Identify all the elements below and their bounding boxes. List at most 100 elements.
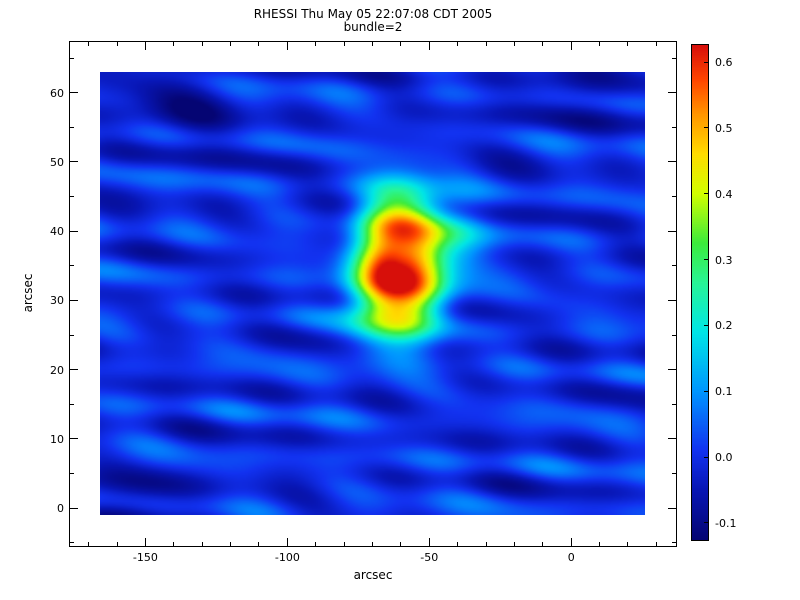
x-minor-tick-top xyxy=(116,42,118,46)
x-major-tick xyxy=(144,538,146,546)
x-tick-label: -150 xyxy=(132,551,158,564)
x-major-tick-top xyxy=(570,42,572,50)
y-major-tick-right xyxy=(668,230,676,232)
x-major-tick-top xyxy=(286,42,288,50)
x-minor-tick xyxy=(542,542,544,546)
y-tick-label: 10 xyxy=(50,432,64,446)
x-minor-tick xyxy=(485,542,487,546)
x-minor-tick xyxy=(457,542,459,546)
x-minor-tick xyxy=(627,542,629,546)
x-minor-tick-top xyxy=(372,42,373,46)
y-major-tick xyxy=(70,438,78,440)
y-major-tick xyxy=(70,507,78,509)
x-major-tick xyxy=(570,538,572,546)
colorbar-tick xyxy=(704,127,708,129)
colorbar-tick xyxy=(704,61,708,63)
colorbar-tick xyxy=(704,456,708,458)
x-minor-tick xyxy=(513,542,515,546)
x-minor-tick xyxy=(230,542,232,546)
plot-title: RHESSI Thu May 05 22:07:08 CDT 2005 xyxy=(253,7,493,21)
colorbar-tick-label: 0.1 xyxy=(715,385,733,399)
heatmap-image xyxy=(100,72,645,515)
x-major-tick xyxy=(286,538,288,546)
y-minor-tick-right xyxy=(672,542,676,544)
y-minor-tick xyxy=(70,472,74,474)
x-minor-tick xyxy=(343,542,345,546)
y-tick-label: 50 xyxy=(50,155,64,169)
x-minor-tick xyxy=(655,542,657,546)
x-minor-tick-top xyxy=(655,42,657,46)
y-minor-tick-right xyxy=(672,472,676,474)
y-major-tick xyxy=(70,299,78,301)
x-minor-tick xyxy=(201,542,203,546)
x-tick-label: 0 xyxy=(567,551,575,564)
y-minor-tick xyxy=(70,196,74,198)
x-minor-tick-top xyxy=(173,42,175,46)
x-major-tick-top xyxy=(428,42,430,50)
y-tick-label: 30 xyxy=(50,294,64,308)
colorbar-tick xyxy=(704,522,708,524)
y-minor-tick xyxy=(70,126,74,128)
y-major-tick xyxy=(70,369,78,371)
x-minor-tick xyxy=(258,542,260,546)
x-minor-tick xyxy=(173,542,175,546)
y-minor-tick-right xyxy=(672,334,676,336)
y-minor-tick-right xyxy=(672,196,676,198)
x-minor-tick-top xyxy=(315,42,317,46)
y-tick-label: 20 xyxy=(50,363,64,377)
y-minor-tick xyxy=(70,265,74,267)
x-major-tick-top xyxy=(144,42,146,50)
x-axis-label: arcsec xyxy=(353,568,393,582)
colorbar-tick-label: 0.5 xyxy=(715,121,733,135)
x-tick-label: -100 xyxy=(274,551,300,564)
y-major-tick xyxy=(70,161,78,163)
x-minor-tick xyxy=(400,542,402,546)
y-minor-tick-right xyxy=(672,126,676,128)
colorbar-tick-label: 0.6 xyxy=(715,56,733,70)
colorbar-tick-label: 0.2 xyxy=(715,319,733,333)
x-minor-tick-top xyxy=(457,42,459,46)
colorbar-tick xyxy=(704,390,708,392)
y-major-tick xyxy=(70,230,78,232)
y-minor-tick xyxy=(70,57,74,59)
x-minor-tick xyxy=(599,542,601,546)
colorbar-tick-label: 0.4 xyxy=(715,187,733,201)
colorbar-gradient xyxy=(691,44,709,541)
y-tick-label: 0 xyxy=(57,502,64,516)
y-major-tick-right xyxy=(668,507,676,509)
x-minor-tick-top xyxy=(258,42,260,46)
plot-subtitle: bundle=2 xyxy=(343,20,403,34)
x-major-tick xyxy=(428,538,430,546)
colorbar-tick-label: 0.0 xyxy=(715,451,733,465)
plot-frame xyxy=(69,41,677,547)
x-minor-tick-top xyxy=(485,42,487,46)
x-minor-tick-top xyxy=(230,42,232,46)
y-major-tick-right xyxy=(668,369,676,371)
y-minor-tick xyxy=(70,542,74,544)
x-minor-tick-top xyxy=(88,42,90,46)
colorbar-tick xyxy=(704,193,708,195)
y-major-tick xyxy=(70,92,78,94)
y-minor-tick xyxy=(70,403,74,405)
x-minor-tick-top xyxy=(627,42,629,46)
x-minor-tick-top xyxy=(400,42,402,46)
y-tick-label: 60 xyxy=(50,86,64,100)
x-minor-tick xyxy=(88,542,90,546)
y-tick-label: 40 xyxy=(50,225,64,239)
x-minor-tick-top xyxy=(343,42,345,46)
y-major-tick-right xyxy=(668,438,676,440)
x-minor-tick-top xyxy=(201,42,203,46)
x-minor-tick-top xyxy=(599,42,601,46)
y-major-tick-right xyxy=(668,299,676,301)
y-minor-tick-right xyxy=(672,265,676,267)
colorbar-tick-label: 0.3 xyxy=(715,253,733,267)
colorbar-tick-label: -0.1 xyxy=(715,516,737,530)
y-major-tick-right xyxy=(668,161,676,163)
y-minor-tick-right xyxy=(672,403,676,405)
x-minor-tick xyxy=(372,542,373,546)
x-minor-tick-top xyxy=(542,42,544,46)
y-minor-tick xyxy=(70,334,74,336)
colorbar-tick xyxy=(704,259,708,261)
x-minor-tick xyxy=(116,542,118,546)
